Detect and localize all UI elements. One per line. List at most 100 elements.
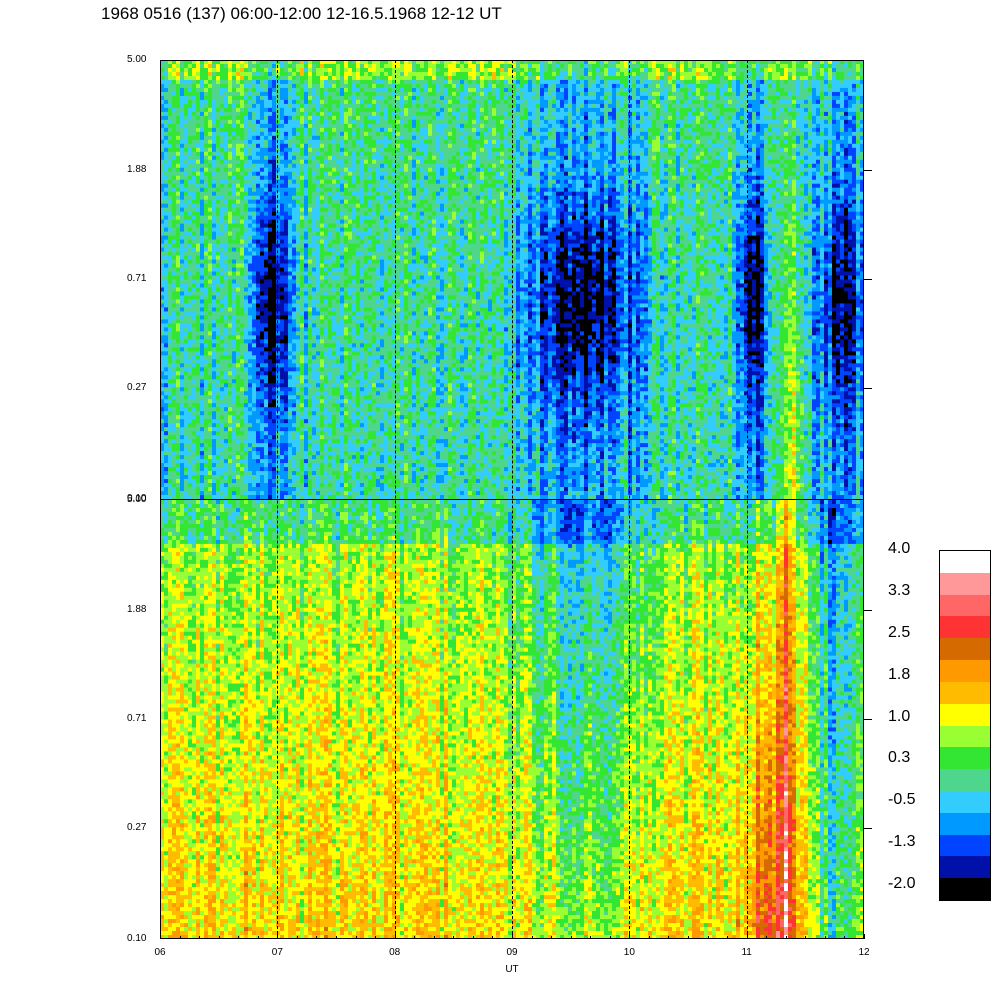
spectrogram-cell	[248, 319, 253, 324]
spectrogram-cell	[316, 475, 321, 480]
spectrogram-cell	[200, 287, 205, 292]
spectrogram-cell	[260, 363, 265, 368]
spectrogram-cell	[160, 275, 165, 280]
spectrogram-cell	[328, 355, 333, 360]
spectrogram-cell	[188, 435, 193, 440]
spectrogram-cell	[260, 471, 265, 476]
spectrogram-cell	[160, 455, 165, 460]
spectrogram-cell	[212, 419, 217, 424]
spectrogram-cell	[332, 491, 337, 496]
spectrogram-cell	[268, 283, 273, 288]
spectrogram-cell	[220, 347, 225, 352]
spectrogram-cell	[268, 391, 273, 396]
spectrogram-cell	[264, 147, 269, 153]
spectrogram-cell	[188, 231, 193, 236]
spectrogram-cell	[292, 335, 297, 340]
spectrogram-cell	[320, 219, 325, 225]
spectrogram-cell	[320, 431, 325, 436]
spectrogram-cell	[304, 487, 309, 492]
spectrogram-cell	[188, 403, 193, 408]
spectrogram-cell	[300, 327, 305, 332]
spectrogram-cell	[220, 115, 225, 121]
spectrogram-cell	[176, 259, 181, 264]
spectrogram-cell	[284, 427, 289, 432]
spectrogram-cell	[264, 303, 269, 308]
spectrogram-cell	[248, 271, 253, 276]
spectrogram-cell	[208, 135, 213, 141]
spectrogram-cell	[312, 359, 317, 364]
spectrogram-cell	[240, 167, 245, 173]
spectrogram-cell	[196, 263, 201, 268]
spectrogram-cell	[204, 403, 209, 408]
spectrogram-cell	[168, 287, 173, 292]
spectrogram-cell	[204, 355, 209, 360]
spectrogram-cell	[260, 111, 265, 117]
spectrogram-cell	[176, 143, 181, 149]
spectrogram-cell	[268, 339, 273, 344]
spectrogram-cell	[328, 147, 333, 153]
spectrogram-cell	[288, 171, 293, 177]
spectrogram-cell	[228, 335, 233, 340]
spectrogram-cell	[208, 351, 213, 356]
spectrogram-cell	[180, 195, 185, 201]
spectrogram-cell	[280, 243, 285, 248]
spectrogram-cell	[328, 171, 333, 177]
spectrogram-cell	[280, 363, 285, 368]
spectrogram-cell	[232, 87, 237, 93]
spectrogram-cell	[248, 307, 253, 312]
spectrogram-cell	[220, 443, 225, 448]
spectrogram-cell	[304, 115, 309, 121]
spectrogram-cell	[168, 95, 173, 101]
spectrogram-cell	[284, 163, 289, 169]
spectrogram-cell	[296, 95, 301, 101]
spectrogram-cell	[220, 363, 225, 368]
spectrogram-cell	[232, 179, 237, 185]
spectrogram-cell	[160, 187, 165, 193]
spectrogram-cell	[248, 343, 253, 348]
spectrogram-cell	[172, 419, 177, 424]
spectrogram-cell	[204, 99, 209, 105]
spectrogram-cell	[176, 215, 181, 221]
spectrogram-cell	[244, 415, 249, 420]
spectrogram-cell	[308, 79, 313, 85]
spectrogram-cell	[272, 63, 277, 69]
spectrogram-cell	[196, 303, 201, 308]
spectrogram-cell	[324, 223, 329, 229]
spectrogram-cell	[300, 359, 305, 364]
spectrogram-cell	[248, 159, 253, 165]
spectrogram-cell	[300, 275, 305, 280]
spectrogram-cell	[200, 331, 205, 336]
spectrogram-cell	[212, 463, 217, 468]
spectrogram-cell	[220, 407, 225, 412]
spectrogram-cell	[316, 435, 321, 440]
spectrogram-cell	[160, 451, 165, 456]
spectrogram-cell	[172, 443, 177, 448]
spectrogram-cell	[280, 395, 285, 400]
spectrogram-cell	[196, 159, 201, 165]
spectrogram-cell	[244, 155, 249, 161]
spectrogram-cell	[168, 111, 173, 117]
spectrogram-cell	[228, 339, 233, 344]
spectrogram-cell	[168, 303, 173, 308]
spectrogram-cell	[188, 363, 193, 368]
spectrogram-cell	[320, 451, 325, 456]
spectrogram-cell	[256, 139, 261, 145]
spectrogram-cell	[232, 347, 237, 352]
spectrogram-cell	[244, 335, 249, 340]
spectrogram-cell	[284, 459, 289, 464]
spectrogram-cell	[176, 227, 181, 233]
spectrogram-cell	[184, 487, 189, 492]
spectrogram-cell	[336, 371, 341, 376]
spectrogram-cell	[188, 199, 193, 205]
spectrogram-cell	[216, 171, 221, 177]
spectrogram-cell	[272, 163, 277, 169]
spectrogram-cell	[196, 127, 201, 133]
spectrogram-cell	[332, 143, 337, 149]
spectrogram-cell	[332, 295, 337, 300]
spectrogram-cell	[300, 383, 305, 388]
spectrogram-cell	[200, 99, 205, 105]
spectrogram-cell	[160, 371, 165, 376]
spectrogram-cell	[300, 391, 305, 396]
spectrogram-cell	[264, 363, 269, 368]
spectrogram-cell	[332, 279, 337, 284]
